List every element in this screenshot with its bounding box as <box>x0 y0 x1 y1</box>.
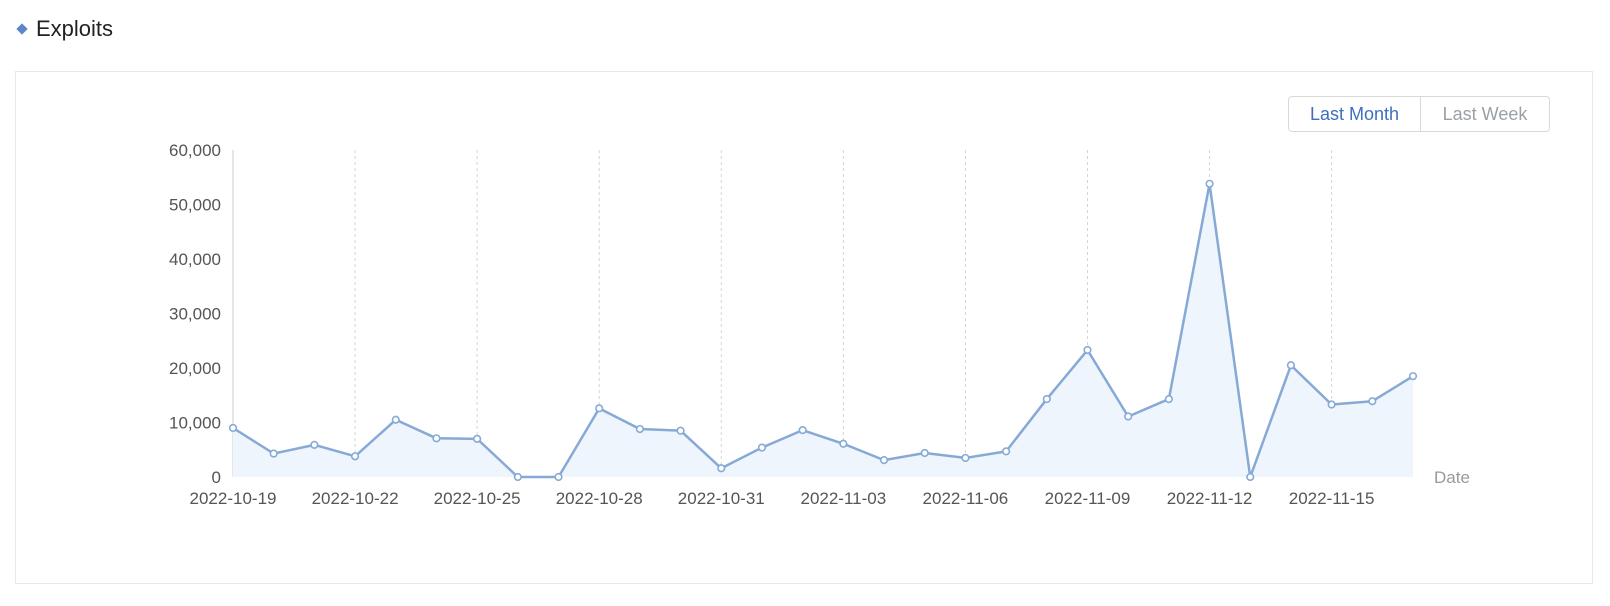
data-point <box>310 440 319 449</box>
data-point <box>1408 372 1418 381</box>
x-tick-label: 2022-10-25 <box>434 489 521 508</box>
time-range-toggle: Last Month Last Week <box>1288 96 1550 132</box>
data-point <box>391 415 400 424</box>
x-tick-label: 2022-11-15 <box>1289 489 1375 508</box>
data-point <box>1002 447 1011 456</box>
data-point <box>269 449 278 458</box>
y-tick-label: 10,000 <box>169 414 221 433</box>
last-month-button[interactable]: Last Month <box>1289 97 1421 131</box>
data-point <box>554 472 563 482</box>
data-point <box>920 448 929 458</box>
data-point <box>1042 394 1051 404</box>
x-tick-label: 2022-11-03 <box>800 489 886 508</box>
x-tick-label: 2022-10-28 <box>556 489 643 508</box>
data-point <box>228 423 238 433</box>
chart-card <box>15 71 1593 584</box>
data-point <box>513 472 522 482</box>
data-point <box>1205 179 1214 188</box>
data-point <box>1368 397 1377 406</box>
data-point <box>757 443 767 452</box>
y-tick-label: 20,000 <box>169 359 221 378</box>
data-point <box>961 453 970 463</box>
y-tick-label: 40,000 <box>169 250 221 269</box>
data-point <box>473 434 482 443</box>
x-tick-label: 2022-10-22 <box>312 489 399 508</box>
data-point <box>432 434 441 443</box>
data-point <box>635 424 644 434</box>
x-tick-label: 2022-11-12 <box>1167 489 1253 508</box>
data-point <box>798 426 807 435</box>
data-point <box>595 404 604 413</box>
data-point <box>1327 400 1336 409</box>
section-header: Exploits <box>16 14 113 44</box>
data-point <box>879 456 889 465</box>
data-point <box>839 439 848 448</box>
y-tick-label: 0 <box>212 468 221 487</box>
data-point <box>676 426 685 435</box>
x-tick-label: 2022-11-09 <box>1045 489 1131 508</box>
y-tick-label: 30,000 <box>169 305 221 324</box>
x-tick-label: 2022-10-31 <box>678 489 765 508</box>
x-axis-name: Date <box>1434 468 1470 487</box>
data-point <box>1246 472 1255 482</box>
y-tick-label: 50,000 <box>169 196 221 215</box>
x-tick-label: 2022-10-19 <box>190 489 277 508</box>
data-point <box>1164 394 1173 404</box>
y-tick-label: 60,000 <box>169 141 221 160</box>
data-point <box>1124 412 1133 421</box>
data-point <box>350 452 360 461</box>
x-tick-label: 2022-11-06 <box>923 489 1009 508</box>
data-point <box>717 464 726 473</box>
data-point <box>1286 361 1296 370</box>
series-line <box>232 182 1414 479</box>
series-area <box>233 183 1413 478</box>
section-title: Exploits <box>36 16 114 41</box>
data-point <box>1083 345 1092 355</box>
last-week-button[interactable]: Last Week <box>1442 103 1528 124</box>
